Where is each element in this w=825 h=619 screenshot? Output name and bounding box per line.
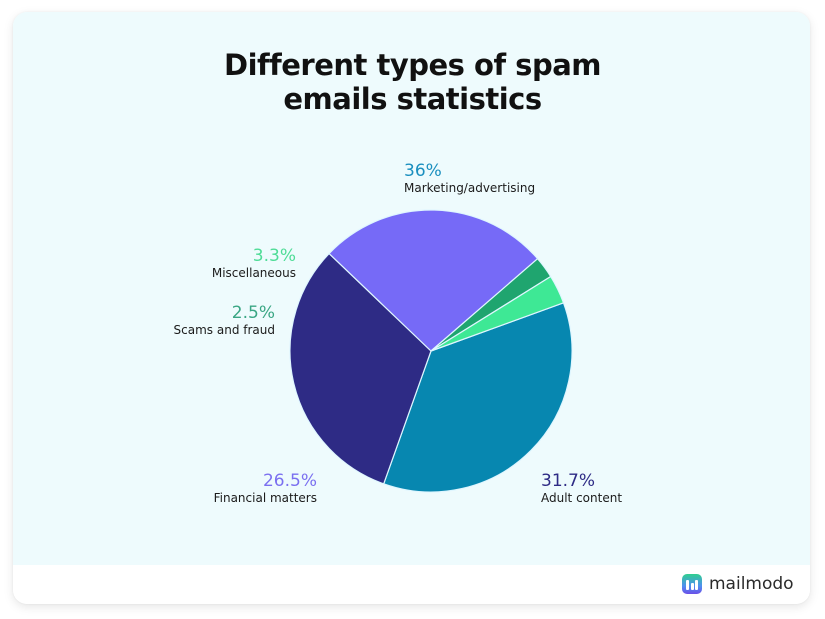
label-adult-pct: 31.7% [541,471,596,491]
brand-name: mailmodo [709,574,794,594]
slice-misc [430,275,565,352]
label-misc-pct: 3.3% [252,246,296,266]
label-adult-name: Adult content [541,491,623,505]
label-marketing-name: Marketing/advertising [404,181,536,195]
mailmodo-logo-icon [682,574,702,594]
label-scams-name: Scams and fraud [173,323,275,337]
label-financial-pct: 26.5% [262,471,317,491]
label-misc-name: Miscellaneous [211,266,296,280]
label-financial: 26.5% Financial matters [214,471,317,506]
label-marketing: 36% Marketing/advertising [404,161,535,196]
label-financial-name: Financial matters [213,491,317,505]
slice-adult [289,252,432,485]
label-marketing-pct: 36% [404,161,442,181]
label-scams: 2.5% Scams and fraud [174,303,275,338]
brand-logo: mailmodo [682,574,794,594]
label-scams-pct: 2.5% [231,303,275,323]
label-misc: 3.3% Miscellaneous [212,246,296,281]
chart-title: Different types of spam emails statistic… [0,48,825,116]
label-adult: 31.7% Adult content [541,471,622,506]
chart-title-line-1: Different types of spam [224,48,601,82]
chart-title-line-2: emails statistics [283,82,542,116]
slice-financial [328,209,539,352]
slice-marketing [383,302,573,493]
footer-bar [13,565,810,604]
